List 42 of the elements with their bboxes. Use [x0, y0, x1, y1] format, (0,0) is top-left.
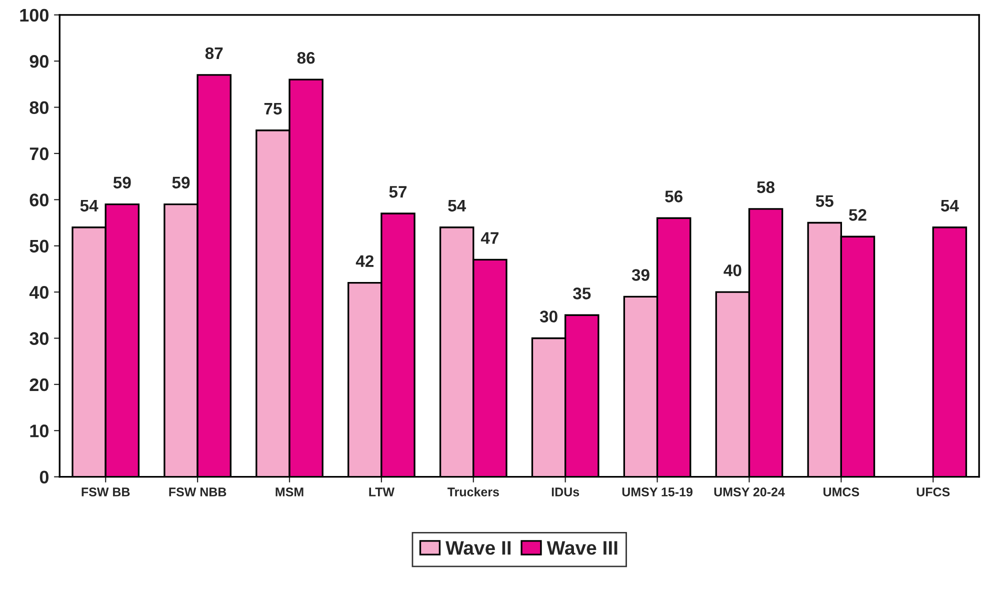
x-tick-label: FSW BB	[82, 488, 130, 496]
y-tick-label: 0	[40, 470, 48, 484]
y-tick-label: 10	[30, 424, 48, 438]
y-tick-label: 50	[30, 240, 48, 253]
data-label: 56	[665, 190, 682, 202]
y-tick-label: 80	[30, 101, 48, 114]
legend-label: Wave III	[546, 541, 618, 555]
data-label: 39	[632, 269, 650, 281]
data-label: 35	[573, 288, 591, 300]
data-label: 54	[940, 200, 959, 212]
data-label: 30	[540, 310, 558, 322]
y-tick-label: 20	[30, 378, 48, 392]
data-label: 59	[172, 176, 190, 188]
data-label: 87	[205, 47, 223, 60]
x-tick-label: UMSY 20-24	[714, 488, 785, 496]
y-tick-label: 40	[29, 286, 48, 299]
x-tick-label: Truckers	[447, 487, 499, 496]
data-label: 47	[480, 232, 498, 244]
x-tick-label: MSM	[276, 488, 304, 496]
x-tick-label: UMSY 15-19	[622, 488, 692, 496]
data-label: 52	[848, 209, 866, 221]
x-tick-label: UMCS	[824, 488, 860, 496]
y-tick-label: 90	[30, 55, 48, 68]
data-label: 40	[724, 264, 742, 276]
data-label: 75	[264, 102, 282, 115]
y-tick-label: 60	[30, 194, 48, 206]
data-label: 59	[113, 176, 131, 188]
data-label: 55	[816, 195, 834, 207]
data-label: 42	[356, 255, 374, 267]
y-tick-label: 30	[30, 332, 48, 345]
y-tick-label: 70	[30, 147, 48, 160]
data-label: 58	[757, 181, 775, 194]
y-tick-label: 100	[20, 8, 48, 22]
data-label: 54	[448, 200, 466, 212]
data-label: 57	[389, 186, 407, 198]
x-tick-label: LTW	[369, 488, 395, 496]
x-tick-label: FSW NBB	[169, 488, 226, 496]
data-label: 54	[80, 200, 98, 212]
x-tick-label: UFCS	[916, 488, 950, 496]
data-label: 86	[297, 52, 315, 64]
x-tick-label: IDUs	[552, 488, 580, 496]
legend-label: Wave II	[446, 541, 511, 555]
